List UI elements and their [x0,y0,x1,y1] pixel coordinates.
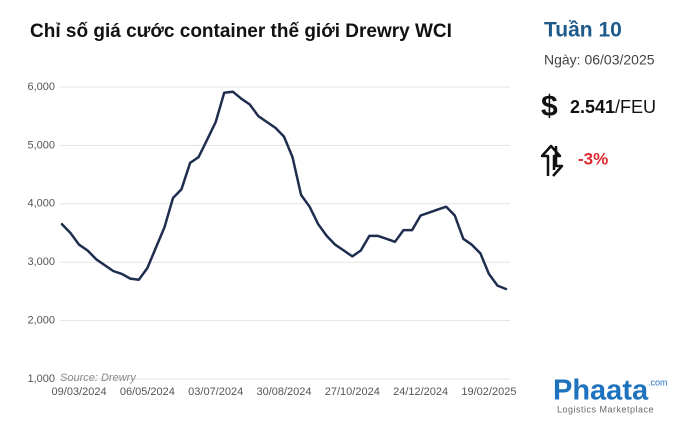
x-tick-label: 06/05/2024 [120,386,175,398]
x-tick-label: 24/12/2024 [393,386,448,398]
y-tick-label: 1,000 [27,373,55,385]
x-tick-label: 03/07/2024 [188,386,243,398]
price: 2.541 [570,97,615,117]
y-tick-label: 3,000 [27,256,55,268]
y-tick-label: 2,000 [27,315,55,327]
y-tick-label: 4,000 [27,198,55,210]
arrow-up [540,144,562,176]
currency-symbol: $ [541,90,558,123]
y-tick-label: 6,000 [27,81,55,93]
arrow-down [552,146,564,177]
x-tick-label: 30/08/2024 [256,386,311,398]
chart-title: Chỉ số giá cước container thế giới Drewr… [30,21,452,42]
week: Tuần 10 [544,19,622,42]
x-tick-label: 27/10/2024 [325,386,380,398]
line [60,90,508,291]
brand: Phaata [553,375,649,407]
x-tick-label: 09/03/2024 [52,386,107,398]
y-tick-label: 5,000 [27,139,55,151]
change: -3% [578,149,608,168]
brand-tagline: Logistics Marketplace [557,404,654,414]
source: Source: Drewry [60,372,137,384]
price-unit: /FEU [615,97,656,117]
x-tick-label: 19/02/2025 [461,386,516,398]
date: Ngày: 06/03/2025 [544,52,655,68]
change-icon [540,144,564,177]
brand-suffix: .com [648,377,668,387]
price-text: 2.541/FEU [570,97,656,117]
